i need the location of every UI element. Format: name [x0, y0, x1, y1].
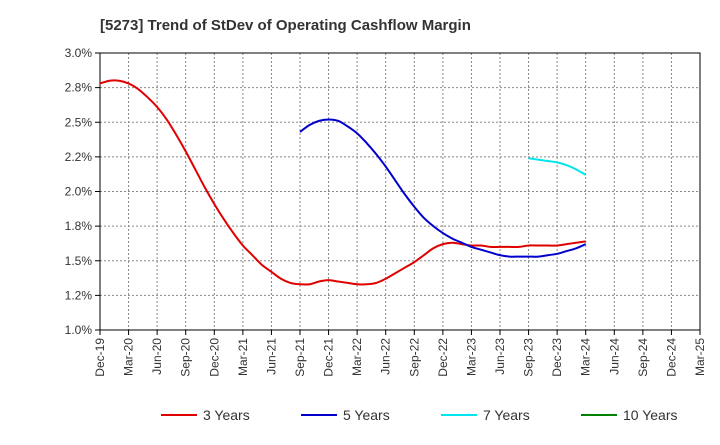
x-tick-label: Jun-22	[379, 338, 393, 375]
legend-label-10-years: 10 Years	[623, 407, 678, 423]
x-tick-label: Sep-21	[293, 338, 307, 377]
x-tick-label: Mar-20	[122, 338, 136, 376]
series-line-7-years	[528, 157, 587, 176]
legend-label-3-years: 3 Years	[203, 407, 250, 423]
y-tick-label: 2.2%	[65, 150, 93, 164]
x-tick-label: Mar-22	[350, 338, 364, 376]
x-tick-label: Mar-25	[693, 338, 707, 376]
y-tick-label: 2.0%	[65, 185, 93, 199]
x-tick-label: Sep-22	[407, 338, 421, 377]
y-tick-label: 2.5%	[65, 115, 93, 129]
x-tick-label: Sep-23	[522, 338, 536, 377]
x-tick-label: Dec-20	[207, 338, 221, 377]
x-tick-label: Jun-20	[150, 338, 164, 375]
series-layer	[99, 79, 587, 286]
x-tick-label: Dec-19	[93, 338, 107, 377]
x-tick-label: Dec-22	[436, 338, 450, 377]
x-tick-label: Dec-23	[550, 338, 564, 377]
x-tick-label: Mar-21	[236, 338, 250, 376]
x-tick-label: Jun-21	[264, 338, 278, 375]
x-tick-label: Jun-24	[607, 338, 621, 375]
x-tick-label: Mar-24	[579, 338, 593, 376]
y-tick-label: 1.5%	[65, 254, 93, 268]
axis-layer: 1.0% 1.2% 1.5% 1.8% 2.0% 2.2% 2.5% 2.8% 3.0% Dec-…	[65, 46, 707, 377]
legend: 3 Years 5 Years 7 Years 10 Years	[161, 407, 678, 423]
x-tick-label: Mar-23	[464, 338, 478, 376]
series-line-5-years	[299, 118, 587, 258]
y-tick-label: 1.0%	[65, 323, 93, 337]
grid-layer	[100, 53, 700, 330]
series-line-3-years	[99, 79, 586, 286]
x-tick-label: Dec-24	[664, 338, 678, 377]
legend-label-7-years: 7 Years	[483, 407, 530, 423]
x-tick-label: Dec-21	[322, 338, 336, 377]
x-tick-label: Sep-20	[179, 338, 193, 377]
legend-label-5-years: 5 Years	[343, 407, 390, 423]
chart-title: [5273] Trend of StDev of Operating Cashf…	[100, 17, 471, 34]
y-tick-label: 1.8%	[65, 219, 93, 233]
x-tick-label: Jun-23	[493, 338, 507, 375]
x-tick-label: Sep-24	[636, 338, 650, 377]
y-tick-label: 3.0%	[65, 46, 93, 60]
y-tick-label: 2.8%	[65, 81, 93, 95]
y-tick-label: 1.2%	[65, 288, 93, 302]
